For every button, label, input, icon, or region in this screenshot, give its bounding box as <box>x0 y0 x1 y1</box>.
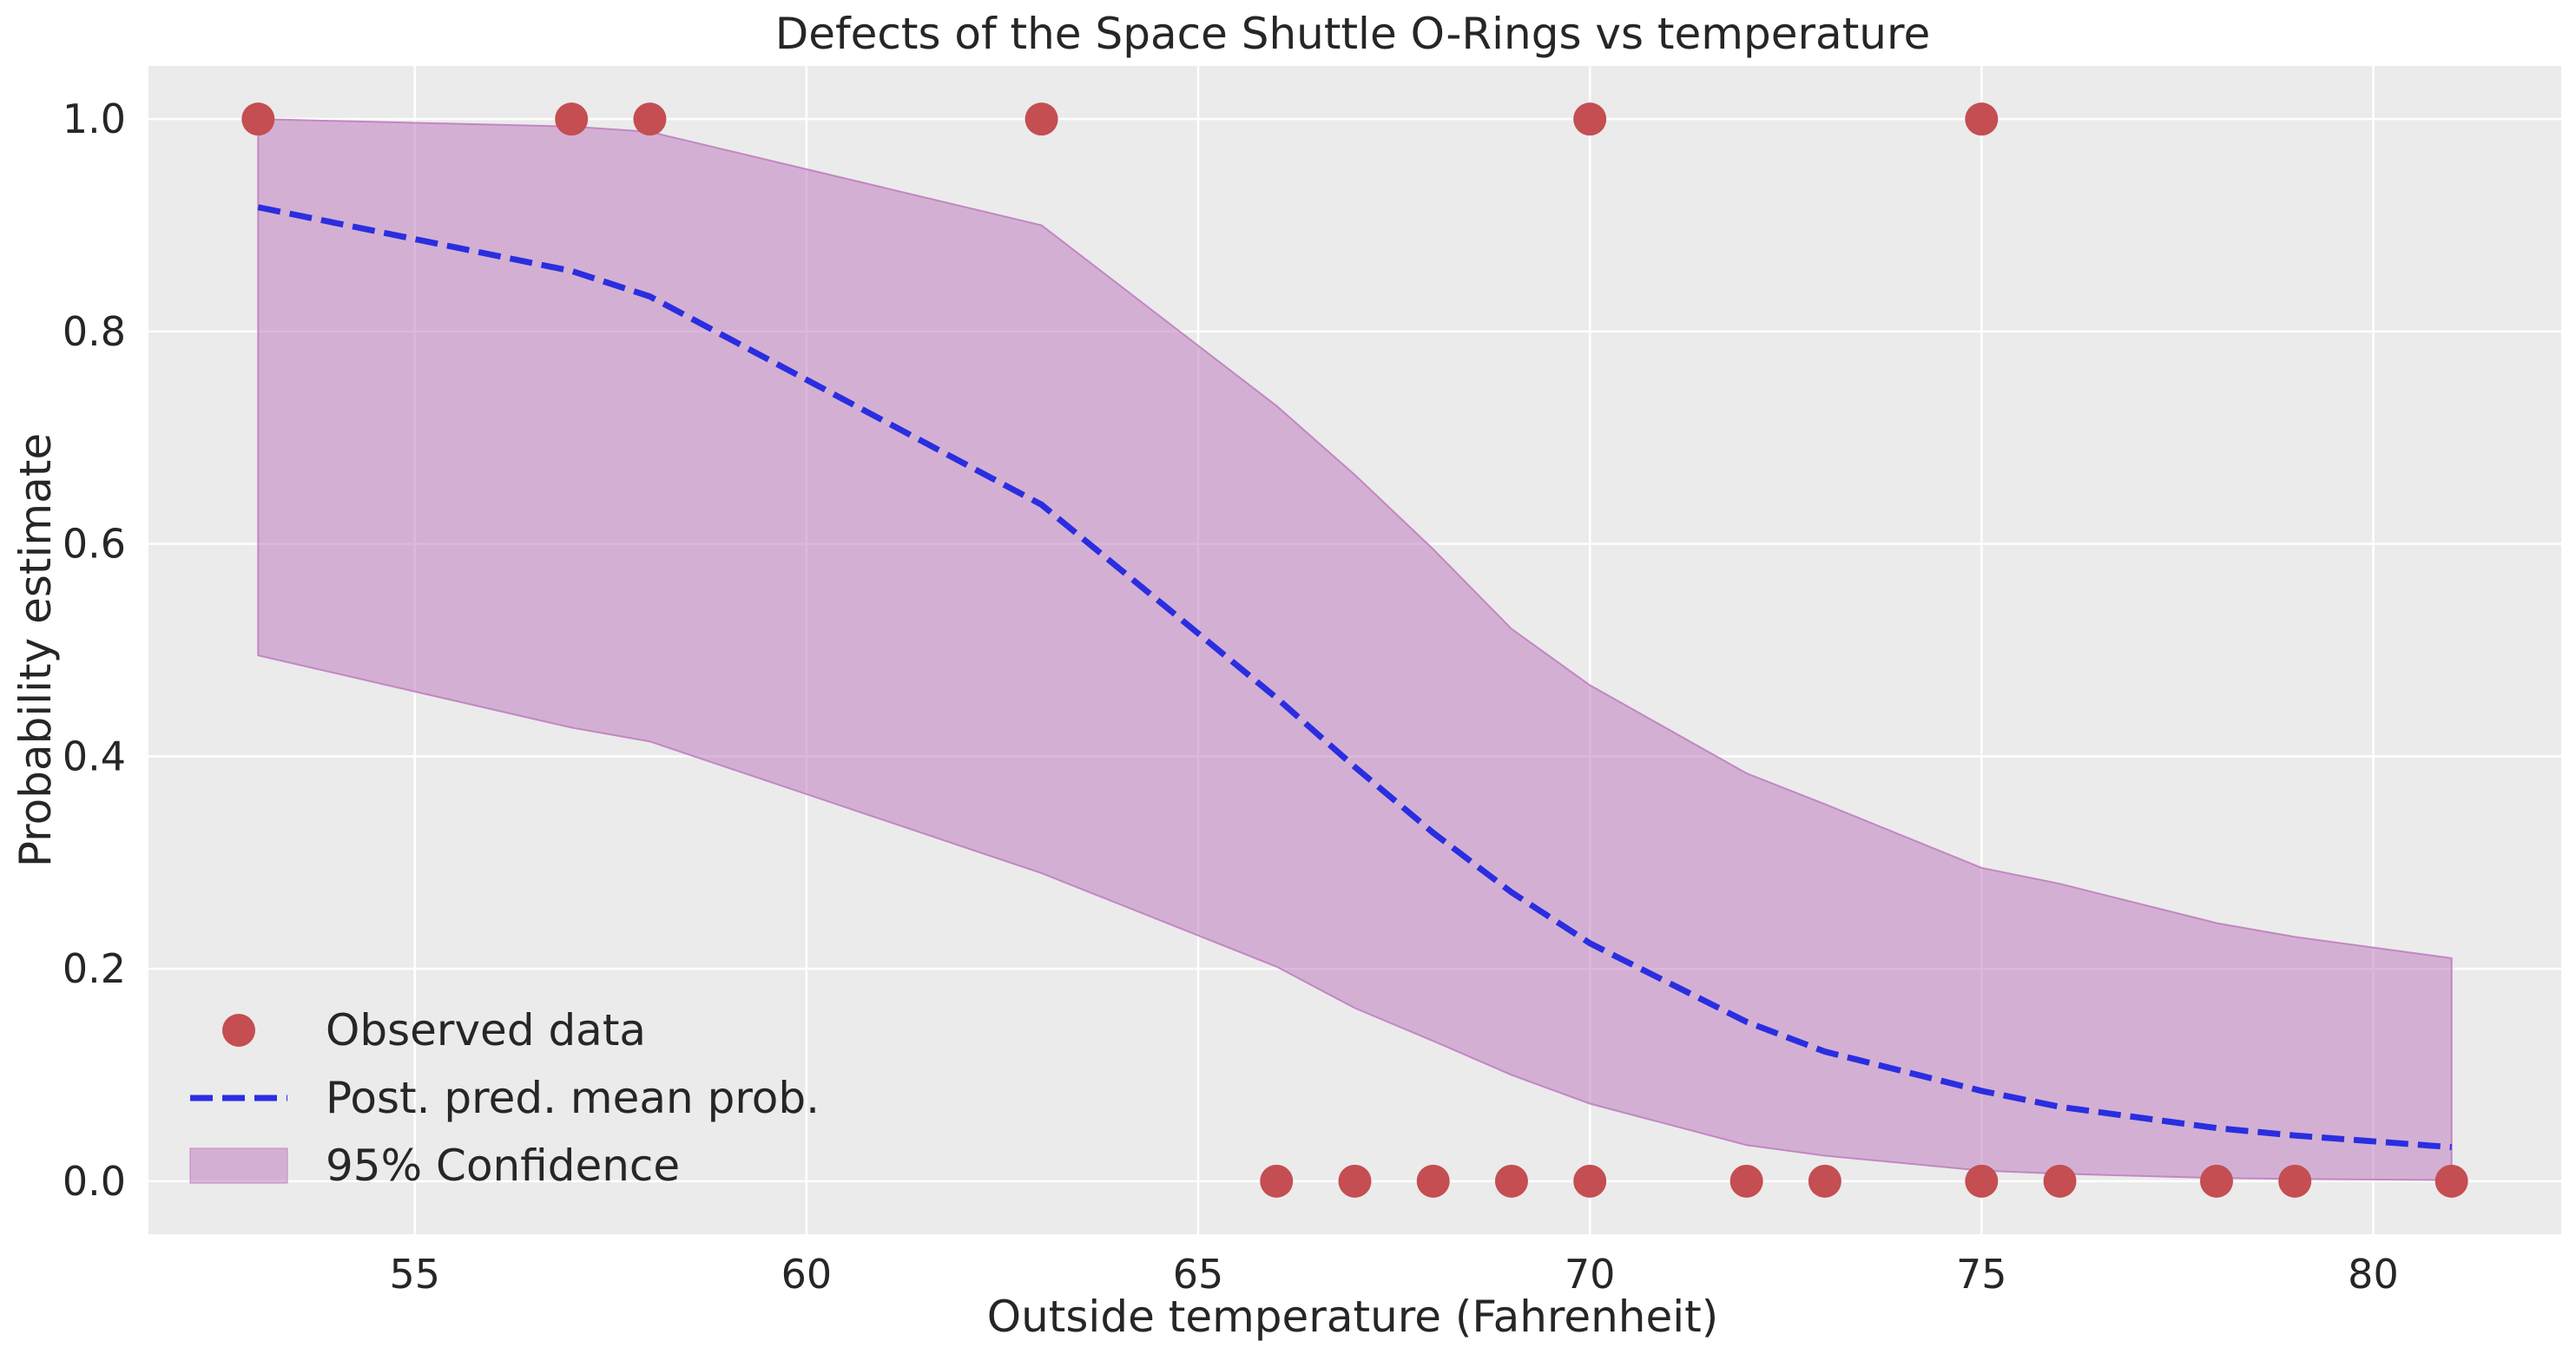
mean-probability-line <box>257 204 2452 1151</box>
x-tick-label: 55 <box>389 1251 440 1298</box>
observed-point <box>1494 1164 1528 1198</box>
observed-point <box>1338 1164 1372 1198</box>
legend-marker-band <box>189 1147 288 1184</box>
observed-point <box>1965 102 1999 136</box>
observed-point <box>2043 1164 2077 1198</box>
y-tick-label: 0.2 <box>63 945 126 992</box>
chart-title: Defects of the Space Shuttle O-Rings vs … <box>775 9 1930 59</box>
mean-line <box>257 204 2452 1151</box>
observed-point <box>1260 1164 1294 1198</box>
legend: Observed data Post. pred. mean prob. 95%… <box>189 1005 820 1191</box>
y-tick-label: 0.6 <box>63 521 126 568</box>
y-tick-label: 0.4 <box>63 733 126 779</box>
x-tick-label: 65 <box>1173 1251 1224 1298</box>
observed-point <box>2200 1164 2233 1198</box>
observed-point <box>1808 1164 1841 1198</box>
observed-point <box>1573 102 1607 136</box>
y-tick-label: 0.8 <box>63 308 126 355</box>
y-axis-label: Probability estimate <box>10 433 61 867</box>
observed-point <box>555 102 589 136</box>
x-axis-label: Outside temperature (Fahrenheit) <box>987 1292 1719 1342</box>
observed-point <box>1024 102 1058 136</box>
legend-label-band: 95% Confidence <box>326 1141 680 1191</box>
legend-marker-observed <box>222 1014 255 1047</box>
observed-point <box>1729 1164 1763 1198</box>
legend-label-mean: Post. pred. mean prob. <box>326 1073 820 1123</box>
y-tick-label: 0.0 <box>63 1158 126 1205</box>
observed-point <box>1573 1164 1607 1198</box>
y-tick-label: 1.0 <box>63 95 126 142</box>
observed-points <box>241 102 2468 1198</box>
observed-point <box>2434 1164 2468 1198</box>
x-tick-label: 75 <box>1956 1251 2007 1298</box>
observed-point <box>2278 1164 2312 1198</box>
observed-point <box>241 102 275 136</box>
y-tick-labels: 0.0 0.2 0.4 0.6 0.8 1.0 <box>63 95 126 1205</box>
observed-point <box>1965 1164 1999 1198</box>
observed-point <box>633 102 667 136</box>
x-tick-labels: 55 60 65 70 75 80 <box>389 1251 2398 1298</box>
legend-label-observed: Observed data <box>326 1005 646 1055</box>
x-tick-label: 80 <box>2348 1251 2399 1298</box>
x-tick-label: 70 <box>1565 1251 1616 1298</box>
x-tick-label: 60 <box>781 1251 833 1298</box>
observed-point <box>1416 1164 1450 1198</box>
